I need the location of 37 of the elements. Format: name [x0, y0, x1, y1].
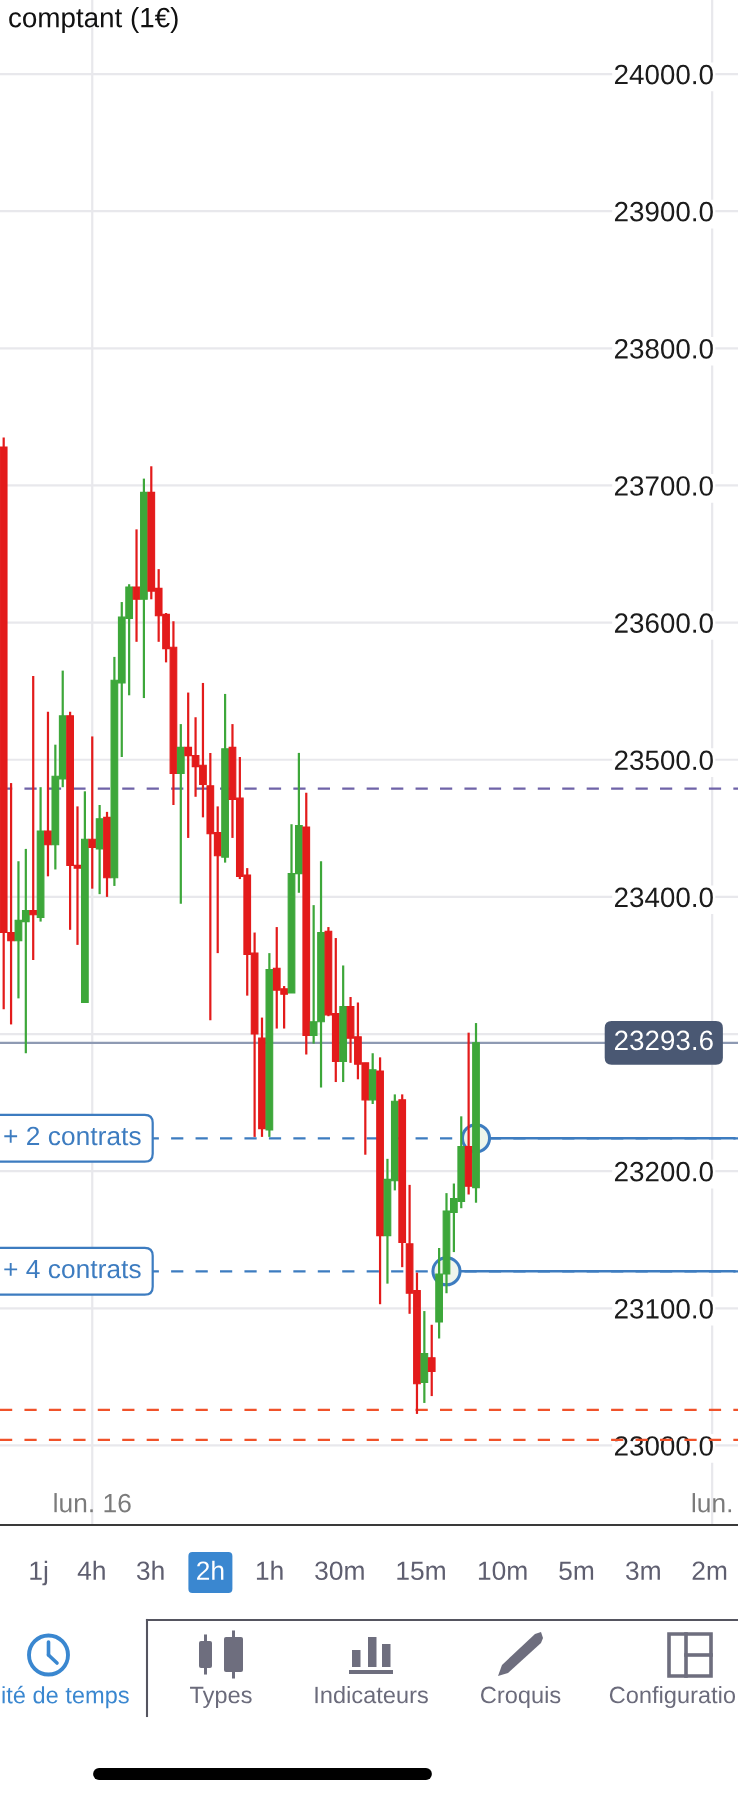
y-tick-label: 24000.0 [614, 64, 713, 85]
y-tick-label: 23200.0 [614, 1161, 713, 1182]
ref-line-label: + 4 contrats [4, 1259, 141, 1279]
text: 5m [559, 1561, 594, 1581]
candlestick [88, 735, 97, 890]
text: Types [190, 1686, 252, 1708]
text: 4h [77, 1560, 105, 1580]
y-tick-label: 23400.0 [614, 887, 713, 908]
x-tick-label: lun. [692, 1493, 732, 1513]
ref-line-label: 23293.6 [615, 1030, 713, 1051]
y-tick-label: 23100.0 [614, 1298, 713, 1319]
x-tick-label: lun. 16 [54, 1493, 131, 1513]
candlestick [132, 528, 141, 643]
text: 3h [136, 1560, 164, 1581]
y-tick-label: 23000.0 [614, 1436, 713, 1456]
text: 10m [478, 1561, 527, 1581]
y-tick-label: 23700.0 [614, 476, 713, 496]
text: 1h [256, 1560, 283, 1580]
text: Indicateurs [315, 1685, 428, 1704]
text: 30m [315, 1561, 364, 1581]
candlestick [44, 710, 52, 878]
candlestick [427, 1323, 436, 1398]
candlestick [29, 674, 38, 962]
text: 15m [397, 1561, 445, 1581]
ref-line-label: + 2 contrats [4, 1126, 141, 1146]
text: 1j [30, 1560, 48, 1586]
y-tick-label: 23900.0 [614, 201, 713, 222]
text: 3m [625, 1561, 660, 1581]
text: Configuratio [609, 1685, 736, 1708]
text: 2m [692, 1561, 727, 1580]
text: 2h [197, 1560, 224, 1580]
y-tick-label: 23600.0 [614, 613, 713, 633]
y-tick-label: 23800.0 [614, 339, 713, 359]
text: ité de temps [2, 1685, 129, 1709]
y-tick-label: 23500.0 [614, 750, 713, 771]
chart-title: comptant (1€) [9, 7, 178, 33]
text: Croquis [481, 1685, 561, 1708]
